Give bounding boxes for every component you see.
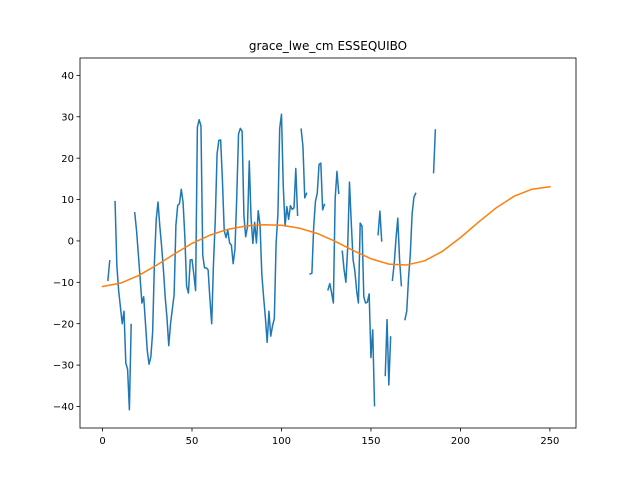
x-tick-label: 50 bbox=[186, 436, 199, 447]
y-axis: −40 −30 −20 −10 0 10 20 30 40 bbox=[53, 71, 80, 413]
y-tick-label: −40 bbox=[53, 402, 74, 413]
series-layer bbox=[101, 113, 551, 411]
y-tick-label: 40 bbox=[61, 71, 74, 82]
chart-title: grace_lwe_cm ESSEQUIBO bbox=[249, 39, 407, 53]
x-tick-label: 0 bbox=[99, 436, 105, 447]
series-0-segment-2 bbox=[133, 113, 299, 366]
y-tick-label: 10 bbox=[61, 195, 74, 206]
series-0-segment-3 bbox=[300, 128, 308, 199]
series-0-segment-11 bbox=[432, 129, 437, 174]
series-1-segment-0 bbox=[101, 185, 551, 288]
y-tick-label: −30 bbox=[53, 361, 74, 372]
series-0-segment-0 bbox=[107, 259, 111, 282]
x-axis: 0 50 100 150 200 250 bbox=[99, 428, 559, 447]
x-tick-label: 100 bbox=[272, 436, 291, 447]
x-tick-label: 150 bbox=[361, 436, 380, 447]
series-0-segment-1 bbox=[114, 200, 132, 411]
series-0-segment-8 bbox=[384, 318, 392, 386]
y-tick-label: −20 bbox=[53, 319, 74, 330]
series-0-segment-10 bbox=[404, 192, 417, 321]
series-0-segment-7 bbox=[377, 210, 383, 242]
series-0-segment-5 bbox=[327, 170, 340, 304]
axes-frame bbox=[79, 57, 577, 429]
y-tick-label: −10 bbox=[53, 278, 74, 289]
axes-spines bbox=[79, 57, 577, 429]
x-tick-label: 250 bbox=[540, 436, 559, 447]
y-tick-label: 30 bbox=[61, 112, 74, 123]
y-tick-label: 0 bbox=[68, 237, 74, 248]
series-0-segment-4 bbox=[309, 162, 326, 276]
y-tick-label: 20 bbox=[61, 154, 74, 165]
plot-area bbox=[80, 58, 576, 428]
x-tick-label: 200 bbox=[451, 436, 470, 447]
